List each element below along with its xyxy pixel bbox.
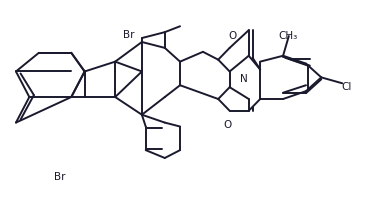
Text: Br: Br [123, 30, 134, 40]
Text: N: N [240, 74, 248, 84]
Text: O: O [228, 31, 236, 41]
Text: Cl: Cl [342, 82, 352, 92]
Text: CH₃: CH₃ [278, 31, 297, 41]
Text: O: O [224, 120, 232, 129]
Text: Br: Br [54, 172, 65, 182]
